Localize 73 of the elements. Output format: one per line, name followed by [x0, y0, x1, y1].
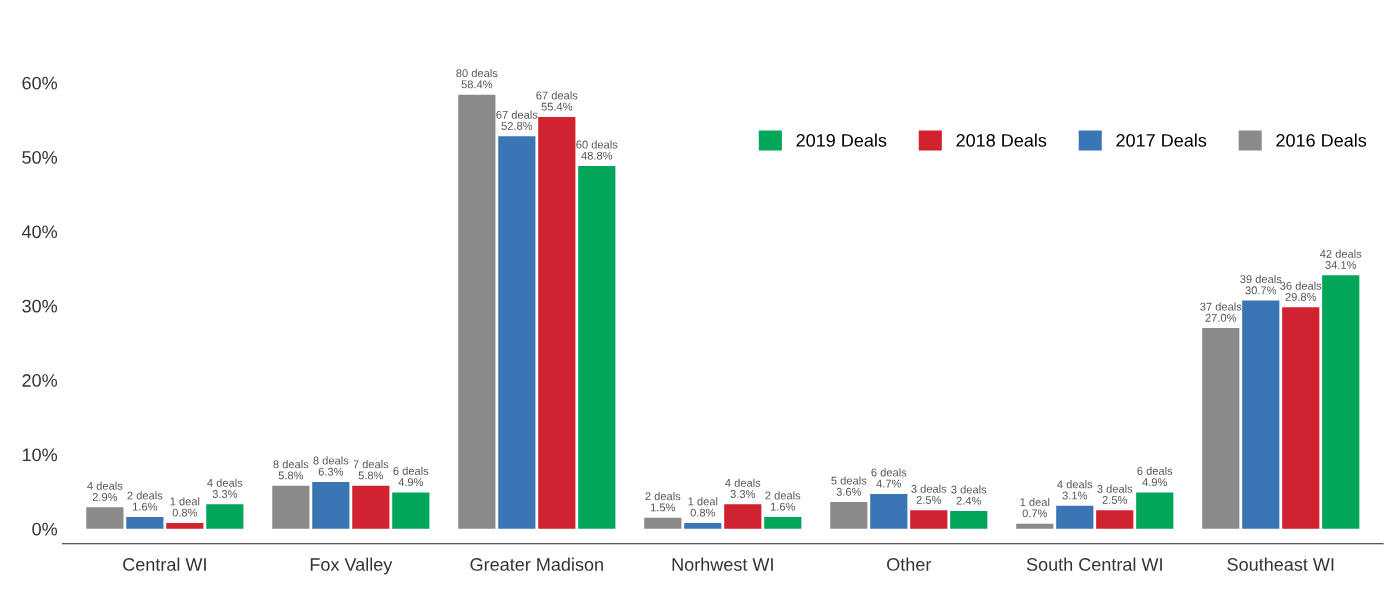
- data-label: 6 deals 4.7%: [871, 468, 907, 488]
- bar: [126, 516, 164, 529]
- bar: [724, 504, 762, 529]
- data-label: 1 deal 0.8%: [688, 497, 718, 517]
- data-label: 3 deals 2.5%: [1097, 484, 1133, 504]
- bar: [272, 485, 310, 529]
- data-label: 4 deals 3.1%: [1057, 480, 1093, 500]
- data-label: 2 deals 1.6%: [127, 491, 163, 511]
- bar: [538, 116, 576, 529]
- legend-label: 2018 Deals: [956, 133, 1047, 147]
- bar: [910, 510, 948, 529]
- legend-label: 2016 Deals: [1276, 133, 1367, 147]
- bar: [950, 511, 988, 529]
- data-label: 67 deals 55.4%: [536, 91, 578, 111]
- data-label: 37 deals 27.0%: [1200, 302, 1242, 322]
- bar: [1202, 328, 1240, 529]
- bar: [206, 504, 244, 529]
- y-tick-label: 20%: [22, 374, 58, 387]
- data-label: 80 deals 58.4%: [456, 68, 498, 89]
- bar: [1282, 307, 1320, 529]
- bar: [764, 516, 802, 529]
- bar: [1056, 505, 1094, 529]
- bar: [1016, 523, 1054, 529]
- data-label: 4 deals 2.9%: [87, 481, 123, 501]
- data-label: 42 deals 34.1%: [1319, 249, 1362, 269]
- data-label: 4 deals 3.3%: [725, 478, 761, 498]
- data-label: 60 deals 48.8%: [576, 140, 618, 160]
- y-tick-label: 50%: [22, 151, 58, 164]
- y-tick-label: 60%: [22, 76, 58, 90]
- data-label: 8 deals 6.3%: [313, 456, 349, 476]
- data-label: 6 deals 4.9%: [393, 466, 429, 487]
- x-tick-label: South Central WI: [1026, 557, 1162, 571]
- bar: [498, 136, 536, 529]
- data-label: 8 deals 5.8%: [273, 460, 309, 480]
- bar: [684, 522, 722, 529]
- y-tick-label: 10%: [22, 448, 58, 462]
- data-label: 7 deals 5.8%: [353, 460, 389, 480]
- data-label: 1 deal 0.7%: [1020, 497, 1050, 518]
- y-tick-label: 40%: [21, 225, 58, 239]
- x-tick-label: Fox Valley: [310, 557, 393, 575]
- y-tick-label: 30%: [22, 299, 58, 313]
- legend-label: 2019 Deals: [796, 133, 887, 147]
- bar: [392, 492, 430, 529]
- bar: [1322, 275, 1360, 529]
- x-tick-label: Other: [887, 557, 932, 571]
- bar: [1136, 492, 1174, 529]
- data-label: 3 deals 2.5%: [911, 484, 947, 504]
- data-label: 36 deals 29.8%: [1280, 281, 1322, 301]
- data-label: 3 deals 2.4%: [951, 485, 987, 505]
- legend-label: 2017 Deals: [1116, 133, 1207, 147]
- bar: [870, 493, 908, 529]
- data-label: 6 deals 4.9%: [1137, 466, 1173, 487]
- bar: [312, 482, 350, 529]
- bar: [166, 522, 204, 529]
- bar: [352, 485, 390, 529]
- data-label: 4 deals 3.3%: [207, 478, 243, 498]
- bar: [1242, 300, 1280, 529]
- x-tick-label: Southeast WI: [1227, 557, 1334, 571]
- data-label: 67 deals 52.8%: [496, 110, 538, 130]
- x-tick-label: Norhwest WI: [672, 557, 773, 571]
- data-label: 5 deals 3.6%: [831, 476, 867, 496]
- bar: [830, 502, 868, 529]
- bar: [578, 166, 616, 529]
- data-label: 1 deal 0.8%: [170, 497, 200, 517]
- x-tick-label: Central WI: [123, 557, 206, 571]
- data-label: 2 deals 1.5%: [645, 492, 681, 512]
- bar: [1096, 510, 1134, 529]
- y-tick-label: 0%: [32, 522, 58, 536]
- data-label: 2 deals 1.6%: [765, 491, 801, 511]
- bar: [458, 94, 496, 529]
- x-tick-label: Greater Madison: [470, 557, 603, 571]
- bar: [86, 507, 124, 529]
- bar: [644, 517, 682, 529]
